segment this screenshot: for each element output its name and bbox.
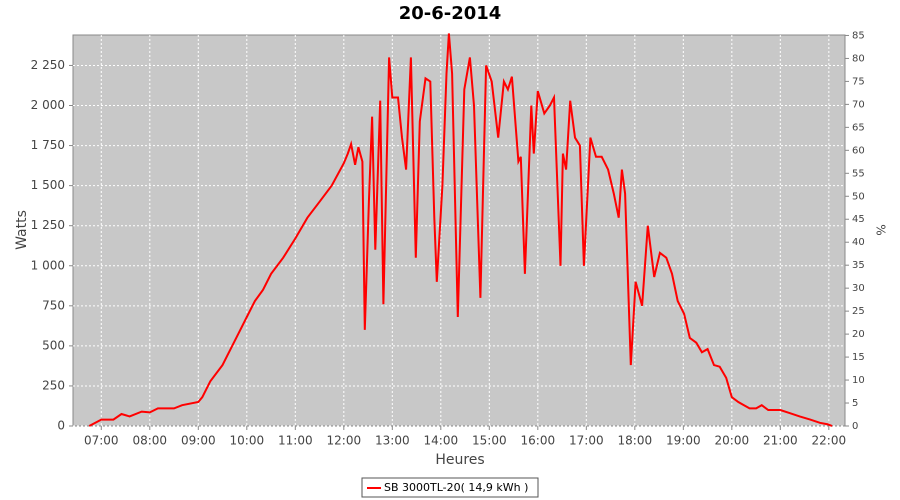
legend — [361, 477, 539, 498]
x-tick-label: 18:00 — [618, 434, 653, 448]
x-tick-label: 16:00 — [521, 434, 556, 448]
y-tick-label: 500 — [42, 338, 65, 352]
y2-tick-label: 35 — [852, 260, 865, 271]
y2-tick-label: 40 — [852, 237, 865, 248]
plot-area — [72, 34, 846, 427]
series-line — [88, 33, 833, 427]
y-tick-label: 0 — [57, 419, 65, 433]
y-tick-label: 2 000 — [31, 98, 65, 112]
x-tick-label: 11:00 — [278, 434, 313, 448]
x-tick-label: 09:00 — [181, 434, 216, 448]
x-tick-label: 15:00 — [472, 434, 507, 448]
y-tick-label: 2 250 — [31, 58, 65, 72]
y-tick-label: 1 500 — [31, 178, 65, 192]
y-tick-label: 750 — [42, 298, 65, 312]
y2-tick-label: 5 — [852, 398, 858, 409]
y2-tick-label: 0 — [852, 421, 858, 432]
x-tick-label: 08:00 — [132, 434, 167, 448]
y2-axis-label: % — [874, 224, 888, 235]
x-tick-label: 22:00 — [812, 434, 847, 448]
x-tick-label: 12:00 — [327, 434, 362, 448]
y-tick-label: 1 750 — [31, 138, 65, 152]
x-tick-label: 10:00 — [230, 434, 265, 448]
x-tick-label: 17:00 — [569, 434, 604, 448]
y-tick-label: 250 — [42, 378, 65, 392]
y2-tick-label: 75 — [852, 76, 865, 87]
y-tick-label: 1 000 — [31, 258, 65, 272]
x-tick-label: 20:00 — [715, 434, 750, 448]
y2-tick-label: 70 — [852, 99, 865, 110]
y2-tick-label: 85 — [852, 30, 865, 41]
x-tick-label: 19:00 — [666, 434, 701, 448]
x-tick-label: 13:00 — [375, 434, 410, 448]
y2-tick-label: 25 — [852, 306, 865, 317]
y-tick-label: 1 250 — [31, 218, 65, 232]
x-tick-label: 07:00 — [84, 434, 119, 448]
y2-tick-label: 55 — [852, 168, 865, 179]
y2-tick-label: 10 — [852, 375, 865, 386]
y2-tick-label: 20 — [852, 329, 865, 340]
chart-title: 20-6-2014 — [399, 3, 502, 24]
y-axis-label: Watts — [14, 210, 30, 250]
x-tick-label: 14:00 — [424, 434, 459, 448]
y2-tick-label: 45 — [852, 214, 865, 225]
y2-tick-label: 30 — [852, 283, 865, 294]
y2-tick-label: 80 — [852, 53, 865, 64]
y2-tick-label: 15 — [852, 352, 865, 363]
y2-tick-label: 50 — [852, 191, 865, 202]
x-tick-label: 21:00 — [763, 434, 798, 448]
y2-tick-label: 60 — [852, 145, 865, 156]
legend-label: SB 3000TL-20( 14,9 kWh ) — [384, 481, 528, 494]
x-axis-label: Heures — [435, 452, 484, 468]
y2-tick-label: 65 — [852, 122, 865, 133]
